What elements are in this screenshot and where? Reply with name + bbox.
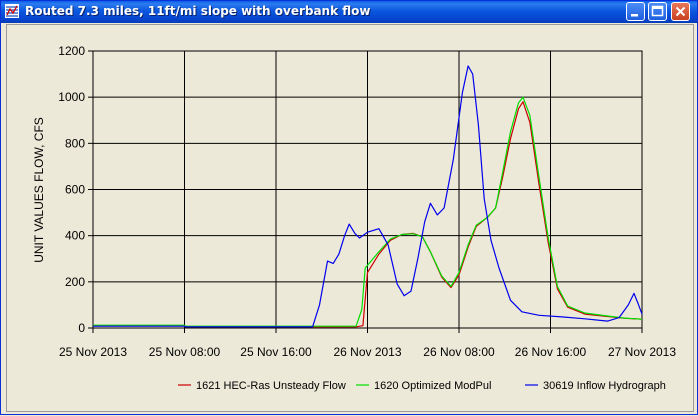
- y-tick-label: 800: [65, 136, 85, 150]
- chart-panel: [6, 24, 694, 412]
- y-axis-ticks: 0 200 400 600 800 1000 1200: [58, 44, 93, 335]
- window-title: Routed 7.3 miles, 11ft/mi slope with ove…: [25, 4, 371, 18]
- x-tick-label: 25 Nov 2013: [59, 345, 127, 359]
- x-tick-label: 25 Nov 08:00: [149, 345, 221, 359]
- series-group: [93, 65, 643, 328]
- y-tick-label: 1000: [58, 90, 85, 104]
- y-tick-label: 400: [65, 229, 85, 243]
- legend-label-3: 30619 Inflow Hydrograph: [543, 380, 666, 392]
- title-bar[interactable]: Routed 7.3 miles, 11ft/mi slope with ove…: [1, 1, 697, 23]
- maximize-icon: [651, 5, 664, 17]
- grid: [92, 50, 643, 329]
- minimize-button[interactable]: [626, 2, 645, 21]
- series-line-3: [93, 65, 643, 328]
- x-axis-ticks: 25 Nov 2013 25 Nov 08:00 25 Nov 16:00 26 No…: [59, 328, 676, 359]
- x-tick-label: 27 Nov 2013: [608, 345, 676, 359]
- series-line-2: [93, 96, 643, 327]
- y-tick-label: 1200: [58, 44, 85, 58]
- x-tick-label: 25 Nov 16:00: [240, 345, 312, 359]
- close-icon: [675, 6, 686, 17]
- minimize-icon: [631, 14, 638, 17]
- y-tick-label: 600: [65, 183, 85, 197]
- legend: 1621 HEC-Ras Unsteady Flow 1620 Optimized…: [178, 380, 666, 392]
- y-axis-label: UNIT VALUES FLOW, CFS: [32, 117, 46, 263]
- app-icon: [5, 4, 19, 18]
- x-tick-label: 26 Nov 08:00: [423, 345, 495, 359]
- close-button[interactable]: [671, 2, 690, 21]
- y-tick-label: 200: [65, 275, 85, 289]
- x-tick-label: 26 Nov 2013: [333, 345, 401, 359]
- legend-label-1: 1621 HEC-Ras Unsteady Flow: [196, 380, 346, 392]
- x-tick-label: 26 Nov 16:00: [515, 345, 587, 359]
- legend-label-2: 1620 Optimized ModPul: [374, 380, 491, 392]
- y-tick-label: 0: [78, 321, 85, 335]
- maximize-button[interactable]: [648, 2, 667, 21]
